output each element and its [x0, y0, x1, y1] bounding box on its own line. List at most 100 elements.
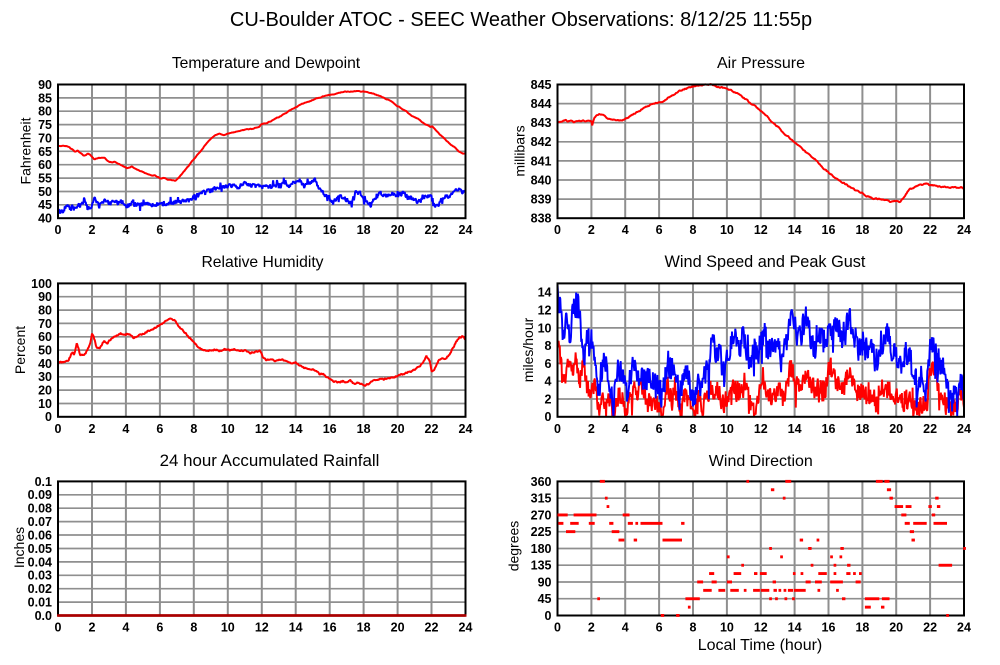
svg-text:0.01: 0.01: [28, 596, 52, 610]
svg-text:2: 2: [545, 392, 552, 406]
svg-text:8: 8: [690, 621, 697, 635]
svg-text:6: 6: [656, 621, 663, 635]
svg-text:14: 14: [289, 223, 303, 237]
svg-text:Fahrenheit: Fahrenheit: [18, 117, 34, 184]
svg-text:0.02: 0.02: [28, 582, 52, 596]
svg-text:Air Pressure: Air Pressure: [717, 55, 805, 72]
svg-text:842: 842: [531, 135, 552, 149]
svg-text:24: 24: [459, 223, 473, 237]
svg-text:24: 24: [957, 621, 971, 635]
svg-text:70: 70: [38, 317, 52, 331]
svg-text:10: 10: [221, 422, 235, 436]
svg-text:225: 225: [531, 525, 552, 539]
svg-text:0.08: 0.08: [28, 502, 52, 516]
svg-text:315: 315: [531, 492, 552, 506]
svg-text:18: 18: [357, 422, 371, 436]
svg-text:80: 80: [38, 105, 52, 119]
svg-text:10: 10: [538, 321, 552, 335]
svg-text:22: 22: [425, 422, 439, 436]
svg-text:45: 45: [38, 198, 52, 212]
svg-text:16: 16: [323, 621, 337, 635]
svg-text:Relative Humidity: Relative Humidity: [201, 254, 323, 271]
svg-text:14: 14: [289, 621, 303, 635]
svg-text:24 hour Accumulated Rainfall: 24 hour Accumulated Rainfall: [160, 451, 380, 470]
svg-text:16: 16: [323, 223, 337, 237]
svg-text:0: 0: [554, 422, 561, 436]
svg-text:80: 80: [38, 304, 52, 318]
svg-text:90: 90: [538, 575, 552, 589]
svg-text:4: 4: [122, 422, 129, 436]
svg-text:14: 14: [289, 422, 303, 436]
svg-text:16: 16: [323, 422, 337, 436]
svg-text:0.09: 0.09: [28, 488, 52, 502]
svg-text:12: 12: [538, 304, 552, 318]
svg-text:45: 45: [538, 592, 552, 606]
svg-text:22: 22: [923, 223, 937, 237]
svg-text:12: 12: [255, 223, 269, 237]
svg-text:0.0: 0.0: [35, 609, 52, 623]
svg-text:16: 16: [822, 621, 836, 635]
svg-text:20: 20: [391, 223, 405, 237]
svg-text:8: 8: [690, 422, 697, 436]
svg-text:4: 4: [122, 223, 129, 237]
svg-text:Inches: Inches: [11, 527, 27, 568]
svg-text:Local Time (hour): Local Time (hour): [698, 637, 823, 654]
svg-text:2: 2: [89, 422, 96, 436]
svg-text:85: 85: [38, 91, 52, 105]
svg-text:360: 360: [531, 475, 552, 489]
svg-text:90: 90: [38, 78, 52, 92]
svg-text:18: 18: [357, 223, 371, 237]
svg-text:14: 14: [538, 286, 552, 300]
svg-text:CU-Boulder ATOC - SEEC Weather: CU-Boulder ATOC - SEEC Weather Observati…: [230, 9, 812, 31]
svg-text:18: 18: [855, 621, 869, 635]
svg-text:844: 844: [531, 97, 552, 111]
svg-text:24: 24: [957, 422, 971, 436]
svg-text:55: 55: [38, 172, 52, 186]
svg-text:4: 4: [622, 223, 629, 237]
svg-text:0: 0: [55, 223, 62, 237]
svg-text:843: 843: [531, 116, 552, 130]
svg-text:22: 22: [425, 621, 439, 635]
svg-text:30: 30: [38, 370, 52, 384]
svg-text:6: 6: [656, 223, 663, 237]
svg-text:838: 838: [531, 212, 552, 226]
svg-text:8: 8: [545, 339, 552, 353]
svg-text:14: 14: [788, 223, 802, 237]
svg-text:0.1: 0.1: [35, 475, 52, 489]
svg-text:65: 65: [38, 145, 52, 159]
svg-text:18: 18: [855, 223, 869, 237]
svg-text:40: 40: [38, 357, 52, 371]
svg-text:841: 841: [531, 154, 552, 168]
svg-text:10: 10: [720, 223, 734, 237]
svg-text:270: 270: [531, 508, 552, 522]
svg-text:22: 22: [923, 621, 937, 635]
svg-text:60: 60: [38, 158, 52, 172]
svg-text:20: 20: [889, 422, 903, 436]
svg-text:14: 14: [788, 422, 802, 436]
svg-text:12: 12: [754, 621, 768, 635]
svg-text:18: 18: [357, 621, 371, 635]
svg-text:Temperature and Dewpoint: Temperature and Dewpoint: [172, 55, 361, 72]
svg-text:0.07: 0.07: [28, 515, 52, 529]
svg-text:60: 60: [38, 330, 52, 344]
svg-text:8: 8: [190, 223, 197, 237]
svg-text:4: 4: [622, 621, 629, 635]
svg-text:10: 10: [221, 223, 235, 237]
svg-text:90: 90: [38, 290, 52, 304]
svg-text:22: 22: [425, 223, 439, 237]
svg-text:75: 75: [38, 118, 52, 132]
svg-text:16: 16: [822, 422, 836, 436]
svg-text:14: 14: [788, 621, 802, 635]
svg-text:0.06: 0.06: [28, 528, 52, 542]
svg-text:8: 8: [190, 422, 197, 436]
svg-text:22: 22: [923, 422, 937, 436]
svg-text:70: 70: [38, 131, 52, 145]
svg-text:0.05: 0.05: [28, 542, 52, 556]
svg-text:4: 4: [122, 621, 129, 635]
svg-text:135: 135: [531, 559, 552, 573]
svg-text:2: 2: [89, 621, 96, 635]
svg-text:840: 840: [531, 173, 552, 187]
svg-text:16: 16: [822, 223, 836, 237]
svg-text:6: 6: [156, 621, 163, 635]
svg-text:40: 40: [38, 212, 52, 226]
